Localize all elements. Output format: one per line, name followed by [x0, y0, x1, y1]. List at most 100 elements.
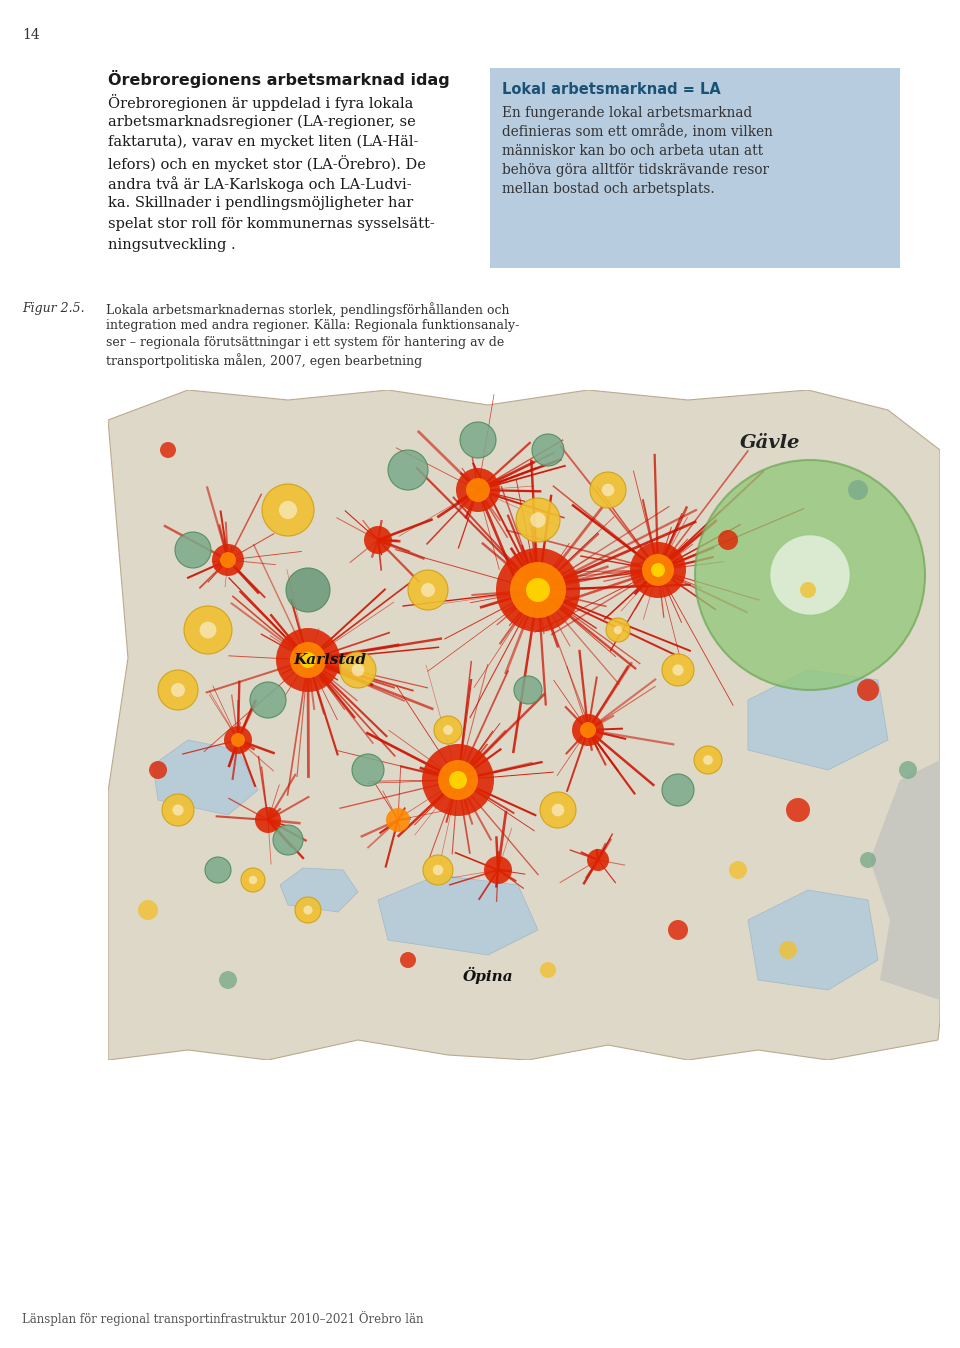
Circle shape	[642, 554, 674, 586]
Circle shape	[668, 919, 688, 940]
Text: mellan bostad och arbetsplats.: mellan bostad och arbetsplats.	[502, 182, 714, 195]
Circle shape	[651, 563, 665, 577]
Polygon shape	[870, 760, 940, 1000]
Text: En fungerande lokal arbetsmarknad: En fungerande lokal arbetsmarknad	[502, 106, 753, 120]
Circle shape	[729, 861, 747, 879]
Circle shape	[241, 868, 265, 892]
Circle shape	[149, 762, 167, 779]
Circle shape	[200, 621, 216, 639]
Circle shape	[158, 670, 198, 710]
Text: spelat stor roll för kommunernas sysselsätt-: spelat stor roll för kommunernas syssels…	[108, 217, 435, 231]
Circle shape	[295, 896, 321, 923]
Circle shape	[540, 793, 576, 828]
Circle shape	[540, 962, 556, 979]
Circle shape	[786, 798, 810, 822]
Text: integration med andra regioner. Källa: Regionala funktionsanaly-: integration med andra regioner. Källa: R…	[106, 319, 519, 332]
Circle shape	[580, 723, 596, 737]
Circle shape	[300, 652, 316, 669]
Circle shape	[530, 512, 545, 527]
Polygon shape	[748, 890, 878, 989]
Circle shape	[770, 535, 851, 615]
Text: Figur 2.5.: Figur 2.5.	[22, 302, 84, 315]
Circle shape	[388, 450, 428, 491]
Circle shape	[138, 900, 158, 919]
Circle shape	[857, 679, 879, 701]
Circle shape	[572, 714, 604, 745]
Text: transportpolitiska målen, 2007, egen bearbetning: transportpolitiska målen, 2007, egen bea…	[106, 353, 422, 368]
Circle shape	[160, 442, 176, 458]
Circle shape	[587, 849, 609, 871]
Circle shape	[526, 578, 550, 603]
Circle shape	[779, 941, 797, 958]
Circle shape	[672, 665, 684, 675]
Circle shape	[510, 562, 566, 617]
Circle shape	[606, 617, 630, 642]
Text: definieras som ett område, inom vilken: definieras som ett område, inom vilken	[502, 125, 773, 140]
Circle shape	[800, 582, 816, 599]
Circle shape	[456, 468, 500, 512]
Circle shape	[433, 865, 444, 875]
Circle shape	[460, 422, 496, 458]
Text: Länsplan för regional transportinfrastruktur 2010–2021 Örebro län: Länsplan för regional transportinfrastru…	[22, 1312, 423, 1326]
Text: arbetsmarknadsregioner (LA-regioner, se: arbetsmarknadsregioner (LA-regioner, se	[108, 115, 416, 129]
Circle shape	[532, 434, 564, 466]
Circle shape	[173, 805, 183, 816]
Text: Öpina: Öpina	[463, 967, 514, 984]
Circle shape	[516, 497, 560, 542]
Circle shape	[220, 551, 236, 568]
Circle shape	[262, 484, 314, 537]
Text: Gävle: Gävle	[740, 434, 801, 452]
Circle shape	[899, 762, 917, 779]
Circle shape	[340, 652, 376, 687]
Circle shape	[466, 479, 490, 501]
Circle shape	[386, 807, 410, 832]
Circle shape	[860, 852, 876, 868]
Text: Lokal arbetsmarknad = LA: Lokal arbetsmarknad = LA	[502, 82, 721, 97]
Text: faktaruta), varav en mycket liten (LA-Häl-: faktaruta), varav en mycket liten (LA-Hä…	[108, 135, 419, 150]
Text: ser – regionala förutsättningar i ett system för hantering av de: ser – regionala förutsättningar i ett sy…	[106, 336, 504, 349]
Circle shape	[290, 642, 326, 678]
Bar	[490, 67, 900, 268]
Circle shape	[695, 460, 925, 690]
Circle shape	[224, 727, 252, 754]
Circle shape	[286, 568, 330, 612]
Circle shape	[231, 733, 245, 747]
Text: andra två är LA-Karlskoga och LA-Ludvi-: andra två är LA-Karlskoga och LA-Ludvi-	[108, 177, 412, 191]
Text: Lokala arbetsmarknadernas storlek, pendlingsförhållanden och: Lokala arbetsmarknadernas storlek, pendl…	[106, 302, 510, 317]
Circle shape	[590, 472, 626, 508]
Circle shape	[662, 774, 694, 806]
Circle shape	[848, 480, 868, 500]
Circle shape	[602, 484, 614, 496]
Circle shape	[496, 549, 580, 632]
Text: människor kan bo och arbeta utan att: människor kan bo och arbeta utan att	[502, 144, 763, 158]
Circle shape	[484, 856, 512, 884]
Circle shape	[162, 794, 194, 826]
Circle shape	[613, 625, 622, 634]
Circle shape	[449, 771, 467, 789]
Text: ningsutveckling .: ningsutveckling .	[108, 237, 235, 252]
Circle shape	[408, 570, 448, 611]
Polygon shape	[378, 875, 538, 954]
Circle shape	[250, 682, 286, 718]
Circle shape	[219, 971, 237, 989]
Circle shape	[662, 654, 694, 686]
Circle shape	[422, 744, 494, 816]
Circle shape	[438, 760, 478, 799]
Circle shape	[255, 807, 281, 833]
Circle shape	[434, 716, 462, 744]
Text: lefors) och en mycket stor (LA-Örebro). De: lefors) och en mycket stor (LA-Örebro). …	[108, 155, 426, 173]
Circle shape	[273, 825, 303, 855]
Circle shape	[249, 876, 257, 884]
Circle shape	[400, 952, 416, 968]
Polygon shape	[153, 740, 258, 816]
Circle shape	[421, 582, 435, 597]
Circle shape	[171, 683, 185, 697]
Circle shape	[423, 855, 453, 886]
Circle shape	[552, 803, 564, 817]
Text: 14: 14	[22, 28, 39, 42]
Text: Örebroregionen är uppdelad i fyra lokala: Örebroregionen är uppdelad i fyra lokala	[108, 94, 414, 111]
Circle shape	[212, 545, 244, 576]
Polygon shape	[108, 390, 940, 1060]
Circle shape	[514, 675, 542, 704]
Text: behöva göra alltför tidskrävande resor: behöva göra alltför tidskrävande resor	[502, 163, 769, 177]
